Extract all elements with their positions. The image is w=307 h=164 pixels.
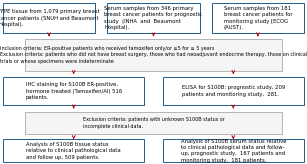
Text: Serum samples from 181
breast cancer patients for
monitoring study [ECOG
(AUST).: Serum samples from 181 breast cancer pat…: [223, 6, 292, 30]
Text: FFPE tissue from 1,079 primary breast
cancer patients (SNUH and Beaumont
Hospita: FFPE tissue from 1,079 primary breast ca…: [0, 9, 100, 27]
Text: Inclusion criteria: ER-positive patients who received tamoxifen only/or ≥5 for ≥: Inclusion criteria: ER-positive patients…: [0, 46, 307, 64]
Text: Serum samples from 346 primary
breast cancer patients for prognostic
study  (INH: Serum samples from 346 primary breast ca…: [104, 6, 203, 30]
Text: Analysis of S100B serum status relative
to clinical pathological data and follow: Analysis of S100B serum status relative …: [181, 139, 286, 163]
FancyBboxPatch shape: [163, 77, 304, 105]
FancyBboxPatch shape: [163, 139, 304, 162]
FancyBboxPatch shape: [3, 3, 95, 33]
FancyBboxPatch shape: [3, 139, 144, 162]
Text: Exclusion criteria: patients with unknown S100B status or
incomplete clinical da: Exclusion criteria: patients with unknow…: [83, 117, 224, 129]
FancyBboxPatch shape: [107, 3, 200, 33]
Text: ELISA for S100B: prognostic study, 209
patients and monitoring study,  281.: ELISA for S100B: prognostic study, 209 p…: [182, 85, 285, 97]
Text: Analysis of S100B tissue status
relative to clinical pathological data
and follo: Analysis of S100B tissue status relative…: [26, 142, 121, 160]
Text: IHC staining for S100B ER-positive,
hormone treated (Tamoxifen/AI) 516
patients.: IHC staining for S100B ER-positive, horm…: [25, 82, 122, 100]
FancyBboxPatch shape: [25, 112, 282, 134]
FancyBboxPatch shape: [3, 77, 144, 105]
FancyBboxPatch shape: [212, 3, 304, 33]
FancyBboxPatch shape: [25, 39, 282, 71]
